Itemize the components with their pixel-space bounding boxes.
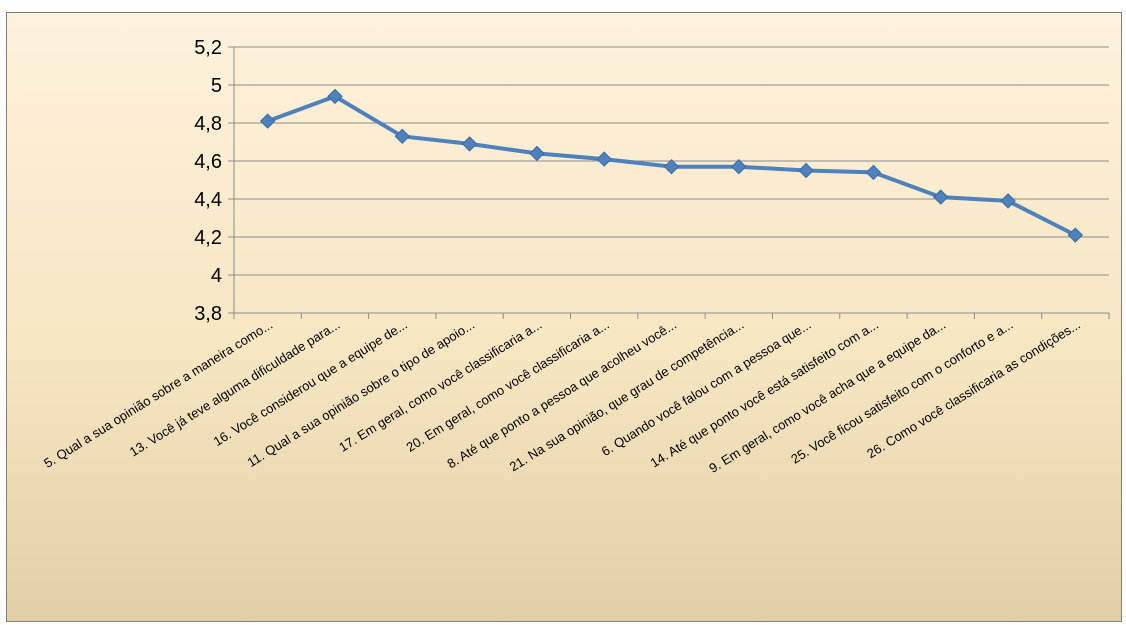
data-point bbox=[663, 158, 680, 175]
x-tick-label: 5. Qual a sua opinião sobre a maneira co… bbox=[41, 317, 275, 471]
y-tick-label: 4,2 bbox=[194, 227, 222, 249]
y-tick-label: 5 bbox=[211, 75, 222, 97]
y-tick-label: 4 bbox=[211, 265, 222, 287]
line-chart: 3,8 4 4,2 4,4 4,6 4,8 5 5,2 5. Qual a sua opini… bbox=[41, 37, 1110, 476]
data-point bbox=[461, 136, 478, 152]
data-point bbox=[327, 88, 343, 105]
data-point bbox=[1000, 193, 1016, 209]
y-tick-label: 4,4 bbox=[194, 189, 222, 211]
axes bbox=[228, 46, 1110, 319]
data-point bbox=[933, 189, 949, 205]
series-line bbox=[259, 88, 1084, 243]
data-point bbox=[529, 145, 545, 162]
y-tick-label: 3,8 bbox=[194, 303, 222, 325]
data-point bbox=[259, 113, 276, 129]
x-tick-label: 9. Em geral, como você acha que a equipe… bbox=[706, 317, 948, 476]
y-tick-labels: 3,8 4 4,2 4,4 4,6 4,8 5 5,2 bbox=[194, 37, 222, 325]
y-tick-label: 5,2 bbox=[194, 37, 222, 59]
y-tick-label: 4,6 bbox=[194, 151, 222, 173]
data-point bbox=[865, 164, 882, 181]
x-tick-label: 21. Na sua opinião, que grau de competên… bbox=[507, 317, 747, 474]
chart-frame: 3,8 4 4,2 4,4 4,6 4,8 5 5,2 5. Qual a sua opini… bbox=[6, 12, 1122, 622]
y-tick-label: 4,8 bbox=[194, 113, 222, 135]
x-tick-labels: 5. Qual a sua opinião sobre a maneira co… bbox=[41, 317, 1083, 476]
data-point bbox=[1067, 227, 1084, 243]
data-point bbox=[798, 162, 814, 179]
data-point bbox=[394, 128, 410, 145]
data-point bbox=[596, 151, 612, 167]
data-point bbox=[731, 158, 747, 175]
